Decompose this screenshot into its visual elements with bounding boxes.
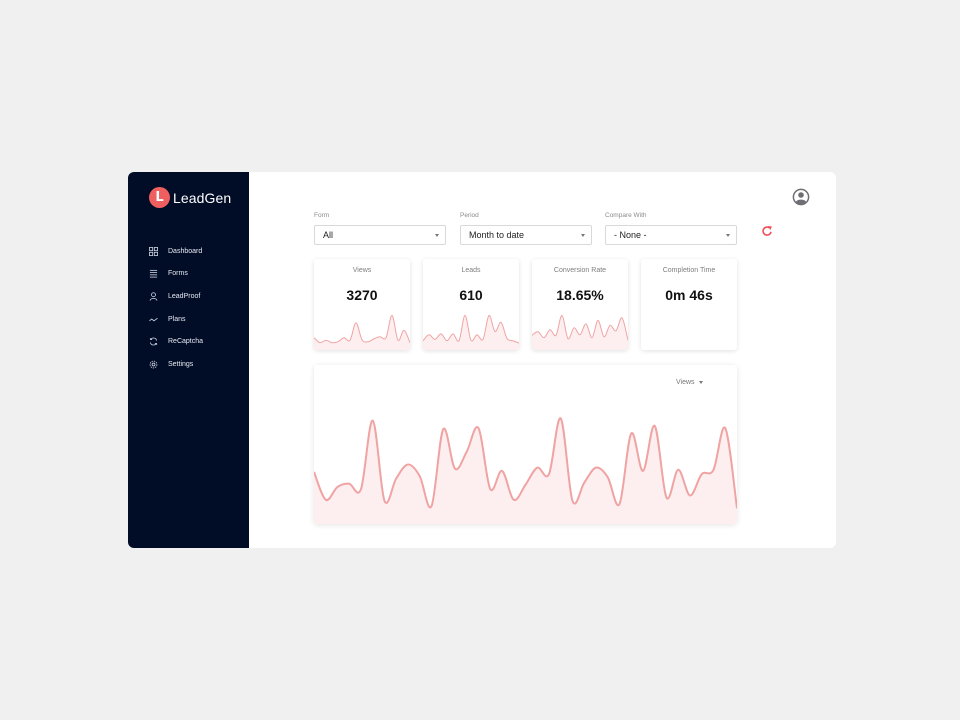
compare-filter: Compare With - None - [605,212,737,245]
sidebar-nav: Dashboard Forms LeadProof Plans [128,240,249,376]
sidebar-item-label: Plans [168,315,186,323]
stat-label: Views [352,267,372,274]
caret-down-icon [581,233,585,237]
stat-value: 18.65% [556,287,604,303]
compare-select-value: - None - [614,230,647,240]
gear-icon [148,359,158,369]
stat-card-leads[interactable]: Leads 610 [423,259,519,350]
leads-sparkline [423,311,519,350]
views-sparkline [314,311,410,350]
sidebar-item-dashboard[interactable]: Dashboard [128,240,249,263]
sidebar-item-label: Forms [168,270,188,278]
views-chart-card: Views [314,365,737,524]
sidebar-item-settings[interactable]: Settings [128,353,249,376]
leads-sparkline-line [423,315,519,343]
period-filter-label: Period [460,212,479,219]
stat-value: 610 [459,287,483,303]
conversion-sparkline [532,311,628,350]
caret-down-icon [435,233,439,237]
sidebar-item-label: Dashboard [168,247,203,255]
chart-metric-select[interactable]: Views [676,379,707,386]
grid-icon [148,246,158,256]
brand-name: LeadGen [173,189,232,206]
refresh-icon[interactable] [761,225,773,237]
chart-metric-value: Views [676,379,695,386]
period-select-value: Month to date [469,230,525,240]
caret-down-icon [726,233,730,237]
sidebar-item-plans[interactable]: Plans [128,308,249,331]
views-chart-area [314,418,737,524]
list-icon [148,269,158,279]
conversion-sparkline-area [532,315,628,350]
form-filter-label: Form [314,212,330,219]
sidebar-item-leadproof[interactable]: LeadProof [128,285,249,308]
stat-card-conversion-rate[interactable]: Conversion Rate 18.65% [532,259,628,350]
views-chart-line [314,418,737,508]
stat-card-views[interactable]: Views 3270 [314,259,410,350]
compare-select[interactable]: - None - [605,225,737,245]
period-select[interactable]: Month to date [460,225,592,245]
caret-down-icon [698,381,703,384]
stat-label: Completion Time [662,267,716,274]
sidebar-item-label: ReCaptcha [168,338,204,346]
form-select-value: All [323,230,334,240]
trend-icon [148,314,158,324]
main-content: Form All Period Month to date Compare Wi… [249,172,836,548]
views-sparkline-line [314,315,410,342]
stat-label: Conversion Rate [553,267,607,274]
stat-label: Leads [461,267,481,274]
views-sparkline-area [314,315,410,350]
views-chart [314,405,737,524]
conversion-sparkline-line [532,315,628,340]
sidebar: L LeadGen Dashboard Forms LeadProof [128,172,249,548]
sidebar-item-recaptcha[interactable]: ReCaptcha [128,330,249,353]
sidebar-item-label: LeadProof [168,292,201,300]
stat-value: 3270 [346,287,378,303]
stat-value: 0m 46s [665,287,713,303]
person-icon [148,291,158,301]
app-window: L LeadGen Dashboard Forms LeadProof [128,172,836,548]
user-account-icon[interactable] [792,188,810,206]
form-select[interactable]: All [314,225,446,245]
logo-mark-icon: L [149,187,170,208]
form-filter: Form All [314,212,446,245]
compare-filter-label: Compare With [605,212,647,219]
refresh-icon [148,337,158,347]
leads-sparkline-area [423,315,519,350]
stat-card-completion-time[interactable]: Completion Time 0m 46s [641,259,737,350]
period-filter: Period Month to date [460,212,592,245]
brand-logo[interactable]: L LeadGen [149,187,231,208]
sidebar-item-forms[interactable]: Forms [128,263,249,286]
sidebar-item-label: Settings [168,360,194,368]
